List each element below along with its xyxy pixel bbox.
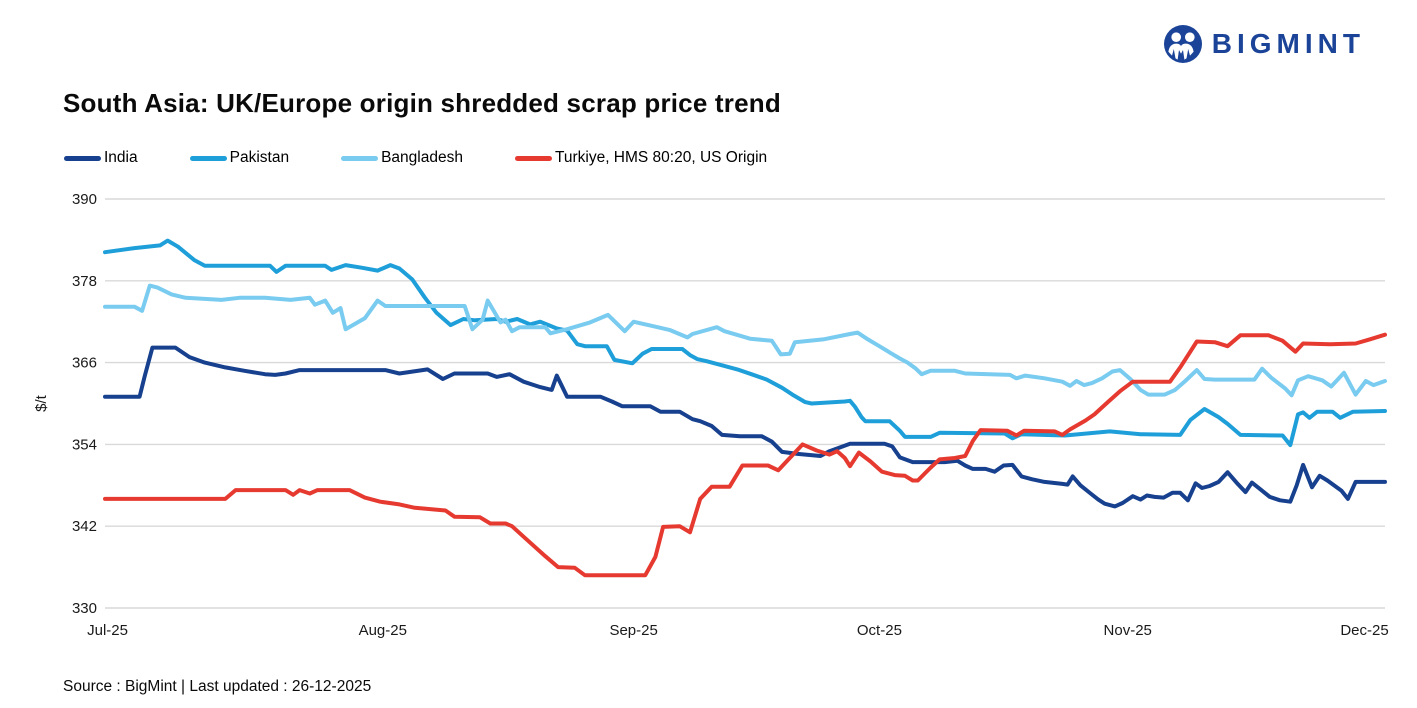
x-tick-label: Aug-25 bbox=[359, 622, 407, 639]
legend-item-bangladesh[interactable]: Bangladesh bbox=[341, 149, 463, 167]
y-tick-label: 342 bbox=[72, 518, 97, 535]
legend-label: India bbox=[104, 149, 138, 166]
x-tick-label: Nov-25 bbox=[1104, 622, 1152, 639]
source-note: Source : BigMint | Last updated : 26-12-… bbox=[63, 678, 372, 695]
series-line-bangladesh bbox=[103, 283, 1387, 398]
x-tick-label: Dec-25 bbox=[1340, 622, 1388, 639]
y-tick-label: 354 bbox=[72, 436, 97, 453]
x-tick-label: Sep-25 bbox=[609, 622, 657, 639]
legend-swatch bbox=[514, 155, 552, 161]
series-line-turkiye-hms-80-20-us-origin bbox=[103, 332, 1387, 578]
legend-item-turkiye-hms-80-20-us-origin[interactable]: Turkiye, HMS 80:20, US Origin bbox=[514, 149, 768, 167]
chart-legend: India Pakistan Bangladesh Turkiye, HMS 80:2… bbox=[64, 149, 767, 167]
x-tick-label: Oct-25 bbox=[857, 622, 902, 639]
legend-label: Turkiye, HMS 80:20, US Origin bbox=[554, 149, 768, 166]
y-tick-label: 390 bbox=[72, 191, 97, 208]
bigmint-logo-text: BIGMINT bbox=[1211, 28, 1365, 59]
legend-label: Pakistan bbox=[229, 149, 290, 166]
legend-swatch bbox=[341, 155, 379, 161]
y-tick-label: 366 bbox=[72, 355, 97, 372]
legend-item-pakistan[interactable]: Pakistan bbox=[189, 149, 290, 167]
x-tick-label: Jul-25 bbox=[87, 622, 128, 639]
bigmint-logo: BIGMINT bbox=[1163, 24, 1365, 64]
bigmint-logo-icon bbox=[1163, 25, 1202, 63]
price-trend-chart: 390 378 366 354 342 330 Jul-25 Aug-25 Sep-25 Oct-… bbox=[33, 191, 1389, 639]
y-axis-title: $/t bbox=[33, 394, 50, 412]
y-tick-label: 378 bbox=[72, 273, 97, 290]
legend-swatch bbox=[64, 155, 101, 161]
chart-title: South Asia: UK/Europe origin shredded sc… bbox=[63, 88, 781, 118]
series-line-pakistan bbox=[103, 238, 1387, 448]
legend-label: Bangladesh bbox=[381, 149, 463, 166]
y-tick-label: 330 bbox=[72, 600, 97, 617]
legend-item-india[interactable]: India bbox=[64, 149, 138, 167]
series-line-india bbox=[103, 345, 1387, 509]
legend-swatch bbox=[189, 155, 227, 161]
